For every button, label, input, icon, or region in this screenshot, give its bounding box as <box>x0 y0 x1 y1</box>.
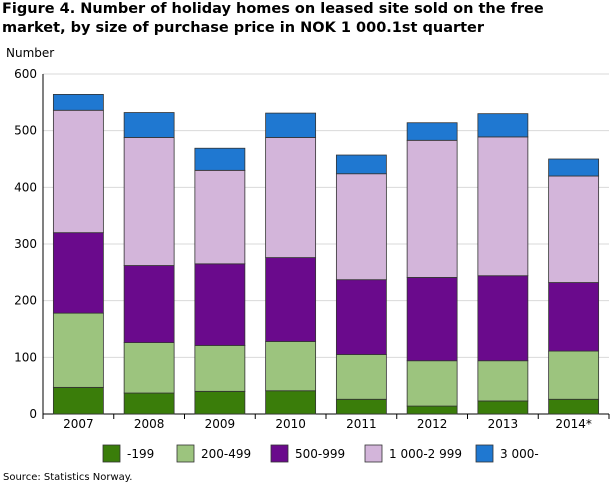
legend-item: 3 000- <box>475 444 539 463</box>
bar-segment <box>265 112 317 138</box>
bar-segment <box>548 175 600 283</box>
x-tick-label: 2013 <box>488 417 519 431</box>
bar-segment <box>194 345 246 392</box>
bar-segment <box>335 173 387 281</box>
legend-label: 1 000-2 999 <box>389 447 462 461</box>
legend-label: 500-999 <box>295 447 345 461</box>
bar-segment <box>335 154 387 175</box>
y-tick-label: 100 <box>14 350 37 364</box>
bar-segment <box>406 139 458 278</box>
bar-segment <box>335 279 387 355</box>
bar-segment <box>194 169 246 265</box>
bar-segment <box>52 312 104 388</box>
bar-segment <box>123 112 175 138</box>
x-tick-label: 2014* <box>555 417 592 431</box>
bar-segment <box>123 137 175 266</box>
bar-segment <box>477 360 529 402</box>
bar-segment <box>52 94 104 111</box>
source-note: Source: Statistics Norway. <box>3 472 133 483</box>
bar-segment <box>406 122 458 141</box>
x-tick-label: 2011 <box>346 417 377 431</box>
bar-segment <box>52 386 104 415</box>
bar-segment <box>265 341 317 392</box>
bar-segment <box>52 232 104 314</box>
bar-segment <box>406 360 458 407</box>
y-axis-label: Number <box>6 46 54 60</box>
bar-segment <box>406 277 458 362</box>
bar-segment <box>265 390 317 415</box>
bar-segment <box>194 147 246 171</box>
x-tick-label: 2007 <box>63 417 94 431</box>
y-tick-label: 500 <box>14 124 37 138</box>
bar-segment <box>548 158 600 177</box>
y-tick-label: 400 <box>14 180 37 194</box>
bar-segment <box>265 257 317 342</box>
y-tick-labels: 0 100 200 300 400 500 600 <box>14 67 37 421</box>
legend-swatch <box>176 444 195 463</box>
legend-label: 200-499 <box>201 447 251 461</box>
bar-segment <box>194 390 246 415</box>
bar-segment <box>52 109 104 234</box>
x-tick-label: 2012 <box>417 417 448 431</box>
x-tick-label: 2008 <box>134 417 165 431</box>
bar-segment <box>123 392 175 415</box>
x-tick-label: 2009 <box>205 417 236 431</box>
bar-segment <box>548 398 600 415</box>
bar-segment <box>335 398 387 415</box>
legend-label: 3 000- <box>500 447 539 461</box>
y-tick-label: 0 <box>29 407 37 421</box>
legend-item: 500-999 <box>270 444 345 463</box>
y-tick-label: 300 <box>14 237 37 251</box>
legend-item: 1 000-2 999 <box>364 444 462 463</box>
legend-swatch <box>475 444 494 463</box>
legend-item: -199 <box>102 444 154 463</box>
bar-segment <box>194 263 246 346</box>
legend: -199 200-499 500-999 1 000-2 999 3 000- <box>102 444 539 463</box>
bar-segment <box>477 113 529 138</box>
bar-segment <box>265 137 317 258</box>
bars <box>52 94 600 415</box>
legend-swatch <box>364 444 383 463</box>
bar-segment <box>335 354 387 400</box>
y-tick-label: 200 <box>14 294 37 308</box>
legend-label: -199 <box>127 447 154 461</box>
legend-swatch <box>102 444 121 463</box>
bar-segment <box>477 400 529 415</box>
x-tick-label: 2010 <box>275 417 306 431</box>
bar-segment <box>123 265 175 343</box>
legend-swatch <box>270 444 289 463</box>
bar-segment <box>477 136 529 277</box>
y-tick-label: 600 <box>14 67 37 81</box>
bar-segment <box>477 275 529 362</box>
x-tick-labels: 2007 2008 2009 2010 2011 2012 2013 2014* <box>63 417 592 431</box>
bar-segment <box>123 342 175 394</box>
bar-segment <box>548 282 600 352</box>
bar-segment <box>548 350 600 400</box>
chart-title: Figure 4. Number of holiday homes on lea… <box>2 1 544 36</box>
legend-item: 200-499 <box>176 444 251 463</box>
bar-segment <box>406 405 458 415</box>
